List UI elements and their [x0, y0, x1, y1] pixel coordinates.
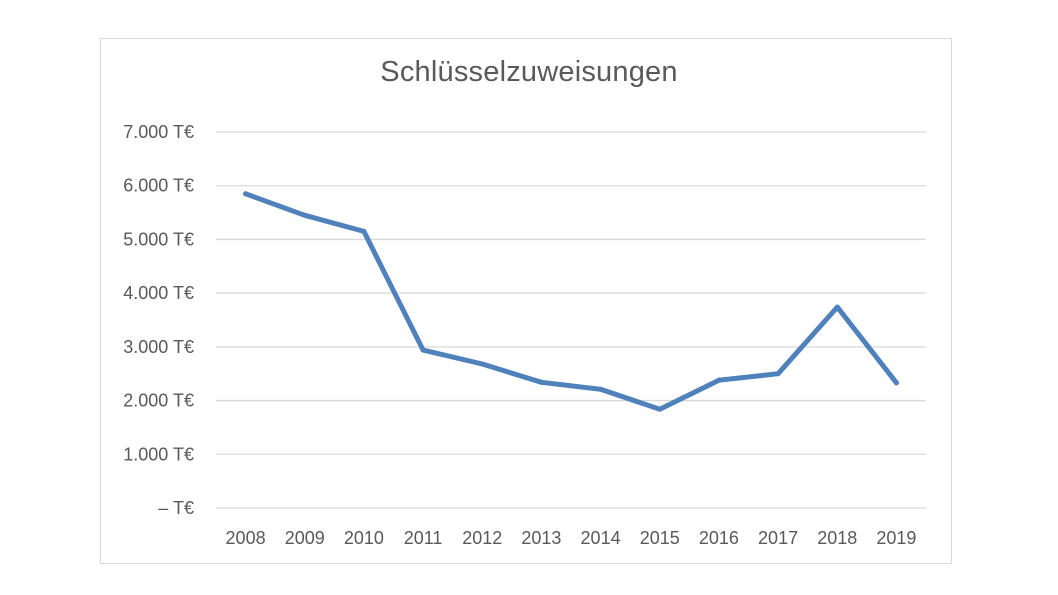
y-tick-label: 3.000 T€ [123, 337, 194, 357]
x-tick-label: 2014 [581, 528, 621, 548]
x-tick-label: 2008 [226, 528, 266, 548]
x-axis-ticks: 2008 2009 2010 2011 2012 2013 2014 2015 2016 2017… [226, 528, 917, 548]
x-tick-label: 2013 [521, 528, 561, 548]
y-axis-ticks: – T€ 1.000 T€ 2.000 T€ 3.000 T€ 4.000 T€ 5.00… [123, 122, 194, 518]
chart-title: Schlüsselzuweisungen [380, 56, 678, 88]
data-point [598, 386, 604, 392]
series-line [243, 191, 899, 412]
y-tick-label: – T€ [158, 498, 194, 518]
x-tick-label: 2011 [404, 528, 443, 548]
y-tick-label: 2.000 T€ [123, 391, 194, 411]
data-point [479, 361, 485, 367]
x-tick-label: 2012 [462, 528, 502, 548]
data-point [243, 191, 249, 197]
chart-frame [100, 38, 952, 564]
data-point [893, 380, 899, 386]
data-point [775, 371, 781, 377]
x-tick-label: 2009 [285, 528, 325, 548]
data-point [834, 304, 840, 310]
data-point [657, 406, 663, 412]
data-point [716, 377, 722, 383]
y-tick-label: 1.000 T€ [123, 444, 194, 464]
data-point [420, 347, 426, 353]
x-tick-label: 2017 [758, 528, 798, 548]
x-tick-label: 2019 [876, 528, 916, 548]
data-point [302, 212, 308, 218]
data-point [538, 379, 544, 385]
x-tick-label: 2010 [344, 528, 384, 548]
y-tick-label: 6.000 T€ [123, 176, 194, 196]
y-tick-label: 7.000 T€ [123, 122, 194, 142]
gridlines [216, 131, 926, 509]
x-tick-label: 2016 [699, 528, 739, 548]
x-tick-label: 2018 [817, 528, 857, 548]
series-layer [243, 191, 899, 412]
x-tick-label: 2015 [640, 528, 680, 548]
data-point [361, 228, 367, 234]
y-tick-label: 4.000 T€ [123, 283, 194, 303]
y-tick-label: 5.000 T€ [123, 229, 194, 249]
